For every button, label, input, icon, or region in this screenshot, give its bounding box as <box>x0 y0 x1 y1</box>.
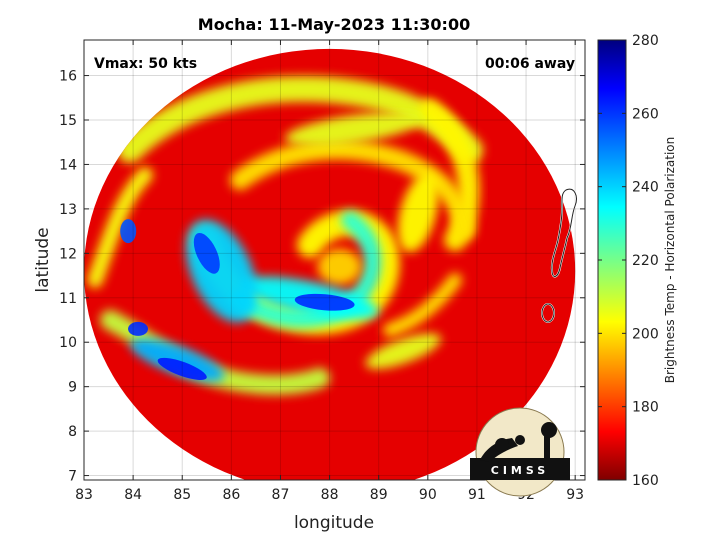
colorbar-tick-label: 200 <box>632 326 659 342</box>
vmax-annotation: Vmax: 50 kts <box>94 56 197 72</box>
y-tick-label: 14 <box>59 157 77 173</box>
colorbar-tick-label: 160 <box>632 473 659 489</box>
cimss-logo: CIMSS <box>470 407 570 497</box>
rain-band-2 <box>100 310 330 395</box>
y-axis-label: latitude <box>33 227 53 292</box>
time-offset-annotation: 00:06 away <box>485 56 575 72</box>
feature-southern-band-core <box>157 357 207 380</box>
y-axis: 7 8 9 10 11 12 13 14 15 16 <box>59 69 585 485</box>
colorbar <box>597 39 627 481</box>
feature-southeast-band <box>365 333 442 369</box>
y-tick-label: 12 <box>59 246 77 262</box>
y-tick-label: 16 <box>59 69 77 85</box>
swath-layer <box>84 48 576 480</box>
x-tick-label: 86 <box>222 487 240 503</box>
y-tick-label: 15 <box>59 113 77 129</box>
x-tick-label: 89 <box>370 487 388 503</box>
colorbar-label: Brightness Temp - Horizontal Polarizatio… <box>663 137 677 384</box>
feature-cell-2 <box>120 219 137 244</box>
x-tick-label: 91 <box>468 487 486 503</box>
x-tick-label: 83 <box>75 487 93 503</box>
rain-band-7 <box>87 167 153 288</box>
x-tick-label: 84 <box>124 487 142 503</box>
colorbar-tick-label: 240 <box>632 180 659 196</box>
x-tick-label: 90 <box>419 487 437 503</box>
plot-frame <box>83 39 586 481</box>
y-tick-label: 13 <box>59 202 77 218</box>
coastline-inner <box>541 188 577 323</box>
feature-center <box>317 248 362 285</box>
feature-northern-band <box>284 111 424 146</box>
y-tick-label: 8 <box>68 424 77 440</box>
feature-western-arc-core <box>193 232 220 274</box>
colorbar-tick-label: 280 <box>632 33 659 49</box>
x-axis-label: longitude <box>294 513 374 533</box>
colorbar-tick-label: 180 <box>632 400 659 416</box>
x-tick-label: 87 <box>272 487 290 503</box>
y-tick-label: 9 <box>68 380 77 396</box>
x-tick-label: 88 <box>321 487 339 503</box>
colorbar-tick-label: 260 <box>632 106 659 122</box>
y-tick-label: 7 <box>68 469 77 485</box>
x-tick-label: 85 <box>173 487 191 503</box>
x-tick-label: 93 <box>566 487 584 503</box>
logo-text: CIMSS <box>491 464 549 477</box>
colorbar-ticks: 160 180 200 220 240 260 280 <box>598 33 659 489</box>
feature-cell-1 <box>128 321 149 336</box>
y-tick-label: 11 <box>59 291 77 307</box>
rain-band-5 <box>230 139 475 240</box>
feature-outer-arc <box>397 174 439 253</box>
colorbar-tick-label: 220 <box>632 253 659 269</box>
feature-inner-arc-core <box>294 293 355 311</box>
rain-band-6 <box>383 273 462 337</box>
chart-title: Mocha: 11-May-2023 11:30:00 <box>198 15 470 34</box>
y-tick-label: 10 <box>59 335 77 351</box>
